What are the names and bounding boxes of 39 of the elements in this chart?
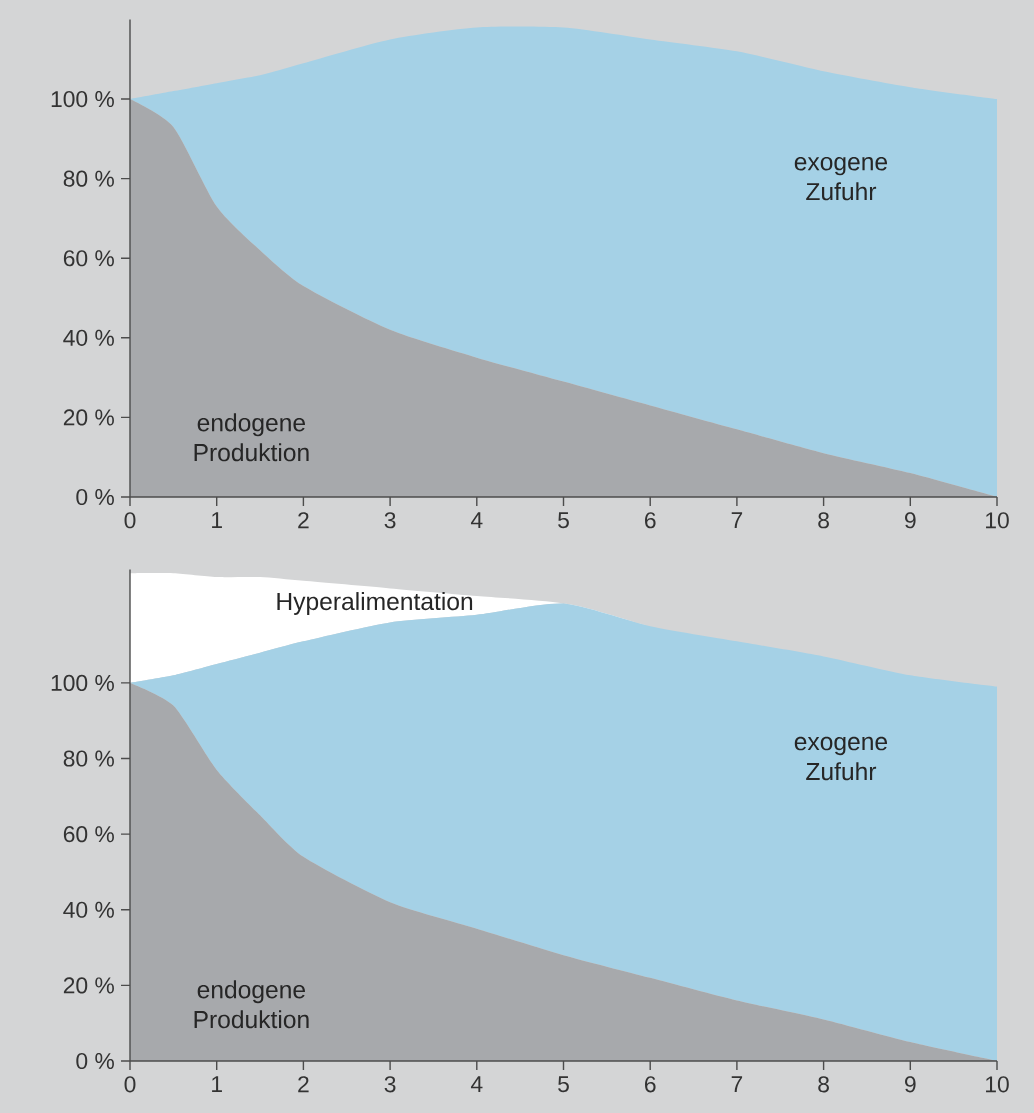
y-tick-label: 80 %: [63, 750, 114, 767]
series-label: exogene Zufuhr: [794, 736, 888, 781]
x-tick-label: 6: [645, 512, 656, 529]
y-tick-label: 100 %: [51, 674, 114, 691]
y-tick-label: 60 %: [63, 826, 114, 843]
x-tick-label: 2: [298, 1076, 309, 1093]
y-tick-label: 0 %: [76, 1052, 114, 1070]
y-tick-label: 80 %: [63, 170, 114, 187]
y-tick-label: 40 %: [63, 329, 114, 346]
x-tick-label: 3: [384, 1076, 396, 1093]
y-tick-label: 40 %: [63, 901, 114, 918]
x-tick-label: 10: [986, 1076, 1009, 1093]
y-tick-label: 0 %: [76, 488, 114, 506]
series-label: Hyperalimentation: [277, 592, 473, 615]
y-tick-label: 20 %: [63, 977, 114, 994]
series-label: exogene Zufuhr: [794, 156, 888, 201]
y-tick-label: 100 %: [51, 90, 114, 108]
x-tick-label: 7: [731, 512, 743, 528]
series-label: endogene Produktion: [194, 980, 309, 1029]
y-tick-label: 60 %: [63, 250, 114, 267]
x-tick-label: 4: [470, 512, 483, 528]
x-tick-label: 5: [558, 512, 569, 529]
x-tick-label: 1: [212, 512, 222, 528]
x-tick-label: 10: [986, 512, 1009, 529]
x-tick-label: 4: [470, 1076, 483, 1092]
x-tick-label: 0: [124, 1076, 136, 1093]
x-tick-label: 2: [298, 512, 309, 529]
x-tick-label: 5: [558, 1076, 569, 1093]
x-tick-label: 8: [818, 512, 829, 529]
x-tick-label: 3: [384, 512, 396, 529]
x-tick-label: 9: [905, 1076, 916, 1093]
series-label: endogene Produktion: [194, 413, 309, 462]
x-tick-label: 0: [124, 512, 136, 529]
x-tick-label: 8: [818, 1076, 829, 1093]
x-tick-label: 1: [212, 1076, 222, 1092]
y-tick-label: 20 %: [63, 409, 114, 426]
x-tick-label: 7: [731, 1076, 743, 1092]
x-tick-label: 9: [905, 512, 916, 529]
x-tick-label: 6: [645, 1076, 656, 1093]
